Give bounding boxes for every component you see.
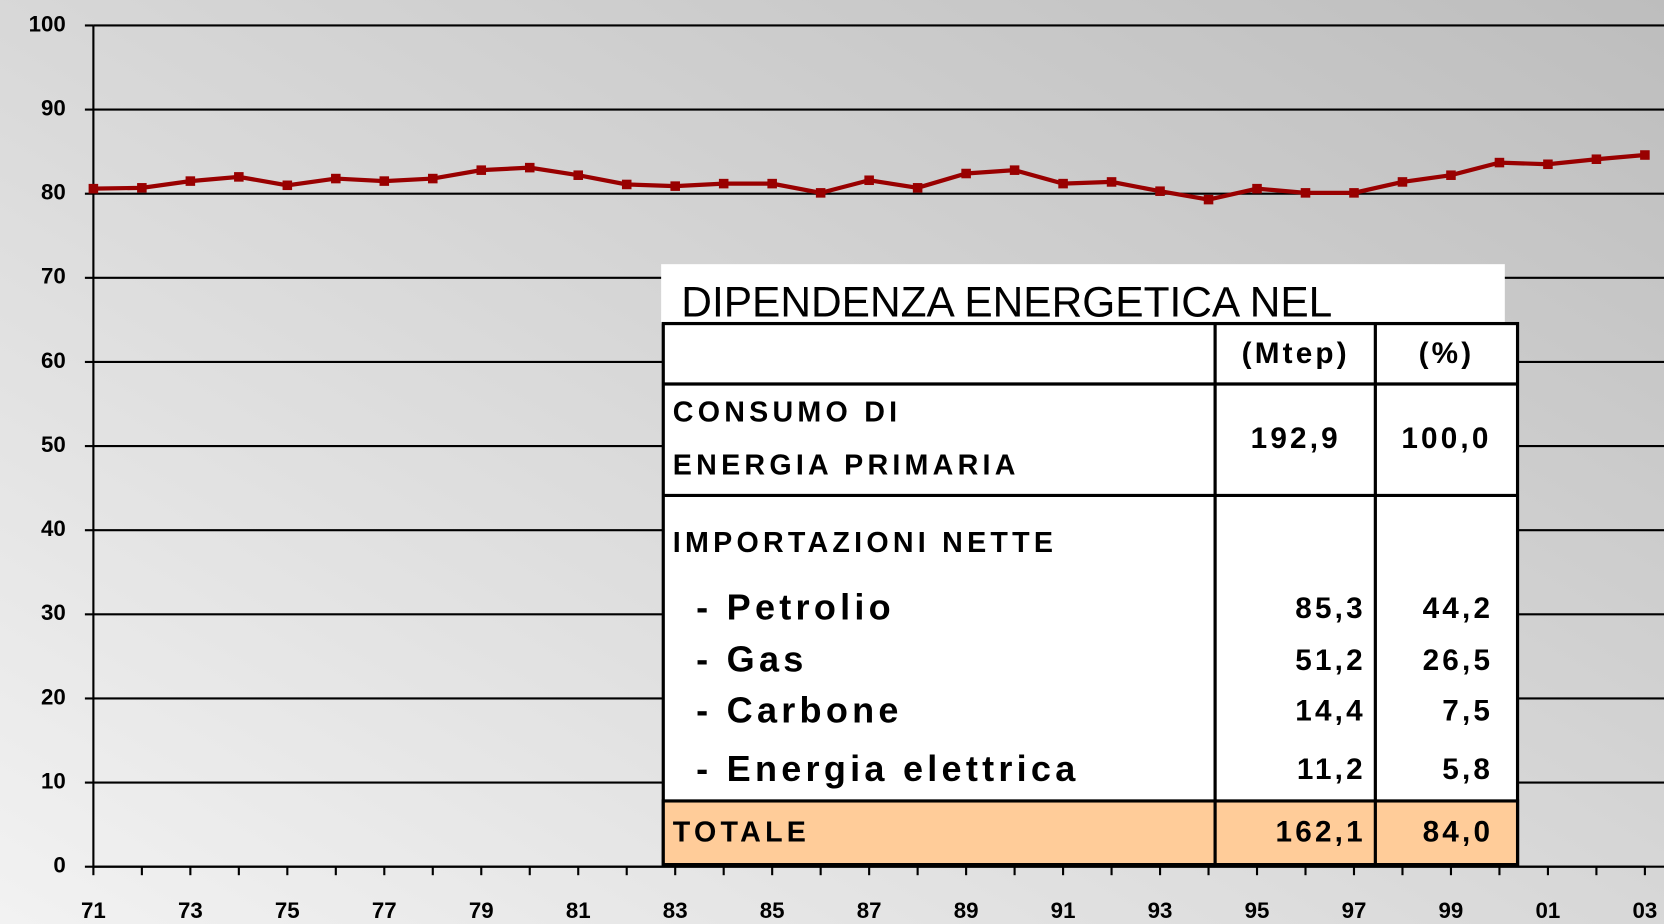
cell: 100,0 — [1401, 422, 1491, 455]
cell: 44,2 — [1423, 592, 1494, 625]
x-tick-label: 71 — [81, 898, 106, 923]
cell: 5,8 — [1442, 753, 1493, 786]
cell: 14,4 — [1295, 695, 1366, 728]
data-point — [767, 178, 777, 189]
data-point — [961, 168, 971, 179]
data-point — [282, 180, 293, 191]
cell: 51,2 — [1295, 644, 1366, 677]
row-label: - Gas — [696, 639, 807, 680]
y-tick-label: 80 — [41, 180, 66, 205]
header-cell: (%) — [1419, 337, 1475, 370]
x-tick-label: 93 — [1148, 898, 1173, 923]
y-tick-label: 40 — [41, 516, 66, 541]
y-tick-label: 90 — [41, 95, 66, 120]
x-tick-label: 83 — [663, 898, 688, 923]
row-label: TOTALE — [673, 816, 810, 848]
data-point — [88, 183, 99, 194]
cell: 11,2 — [1297, 753, 1366, 786]
data-point — [670, 181, 680, 191]
data-point — [573, 170, 584, 180]
row-label: - Petrolio — [696, 587, 895, 628]
data-point — [1203, 194, 1214, 205]
table: DIPENDENZA ENERGETICA NEL (Mtep) (%) CON… — [661, 264, 1520, 867]
data-point — [1252, 183, 1262, 194]
x-tick-label: 79 — [469, 898, 494, 923]
import-items: - Petrolio 85,3 44,2 - Gas 51,2 26,5 - Carbone… — [696, 587, 1494, 789]
data-point — [428, 173, 438, 184]
data-point — [1640, 150, 1650, 160]
data-point — [1543, 159, 1553, 170]
data-point — [912, 183, 923, 193]
x-tick-label: 99 — [1439, 898, 1464, 923]
data-point — [1009, 165, 1020, 175]
x-tick-label: 87 — [857, 898, 882, 923]
cell: 85,3 — [1295, 592, 1366, 625]
data-point — [815, 188, 826, 198]
x-tick-label: 97 — [1342, 898, 1367, 923]
y-tick-label: 50 — [41, 432, 66, 457]
data-point — [621, 179, 632, 190]
x-tick-label: 73 — [178, 898, 203, 923]
cell: 84,0 — [1423, 816, 1494, 849]
cell: 162,1 — [1276, 816, 1366, 849]
data-point — [1446, 170, 1456, 180]
data-point — [331, 173, 341, 184]
row-label: IMPORTAZIONI NETTE — [673, 527, 1057, 559]
x-tick-label: 91 — [1051, 898, 1076, 923]
x-tick-label: 77 — [372, 898, 397, 923]
y-tick-label: 70 — [41, 264, 66, 289]
x-tick-label: 01 — [1536, 898, 1561, 923]
table-title-box — [661, 264, 1505, 324]
data-point — [1349, 188, 1359, 198]
data-point — [718, 178, 729, 189]
x-tick-label: 89 — [954, 898, 979, 923]
row-label: - Energia elettrica — [696, 748, 1079, 789]
data-point — [524, 162, 535, 173]
y-tick-label: 20 — [41, 684, 66, 709]
data-point — [1058, 178, 1068, 189]
row-label: ENERGIA PRIMARIA — [673, 449, 1020, 481]
data-point — [1494, 157, 1505, 168]
cell: 192,9 — [1251, 422, 1341, 455]
data-point — [379, 176, 390, 186]
data-point — [1155, 186, 1165, 196]
header-cell: (Mtep) — [1242, 337, 1350, 370]
x-tick-label: 75 — [275, 898, 300, 923]
x-tick-label: 81 — [566, 898, 591, 923]
y-tick-label: 60 — [41, 348, 66, 373]
x-tick-label: 95 — [1245, 898, 1270, 923]
data-point — [476, 165, 487, 175]
data-point — [137, 183, 147, 193]
y-tick-label: 10 — [41, 768, 66, 793]
data-point — [1106, 177, 1117, 187]
y-tick-label: 0 — [53, 853, 65, 878]
cell: 26,5 — [1423, 644, 1494, 677]
data-point — [1300, 188, 1311, 198]
row-label: CONSUMO DI — [673, 396, 902, 428]
data-point — [185, 176, 196, 186]
x-tick-label: 85 — [760, 898, 785, 923]
y-tick-label: 30 — [41, 600, 66, 625]
data-point — [864, 175, 874, 186]
table-title: DIPENDENZA ENERGETICA NEL — [681, 279, 1332, 326]
data-point — [1397, 177, 1408, 187]
x-tick-label: 03 — [1633, 898, 1658, 923]
y-tick-label: 100 — [29, 11, 66, 36]
data-point — [234, 172, 244, 182]
cell: 7,5 — [1442, 695, 1493, 728]
data-point — [1591, 154, 1602, 164]
row-label: - Carbone — [696, 689, 903, 730]
